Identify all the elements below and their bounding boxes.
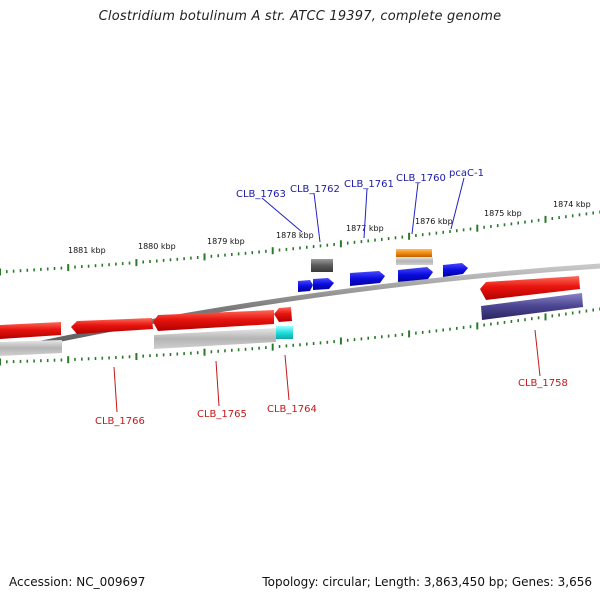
kbp-label: 1874 kbp: [553, 200, 591, 209]
gene-arrow[interactable]: [313, 278, 334, 290]
gene-arrow[interactable]: [480, 276, 580, 300]
kbp-label: 1879 kbp: [207, 237, 245, 246]
leader-line: [363, 188, 368, 239]
gene-arrow[interactable]: [71, 318, 153, 334]
gene-label[interactable]: CLB_1766: [95, 416, 145, 427]
gene-label[interactable]: CLB_1765: [197, 409, 247, 420]
gene-label[interactable]: CLB_1760: [396, 173, 446, 184]
kbp-label: 1875 kbp: [484, 209, 522, 218]
kbp-axis-labels: 1881 kbp 1880 kbp 1879 kbp 1878 kbp 1877…: [68, 200, 591, 255]
map-title: Clostridium botulinum A str. ATCC 19397,…: [98, 9, 502, 24]
leader-line: [411, 182, 419, 235]
gene-box[interactable]: [311, 259, 333, 272]
kbp-label: 1880 kbp: [138, 242, 176, 251]
accession-text: Accession: NC_009697: [9, 575, 146, 589]
kbp-label: 1878 kbp: [276, 231, 314, 240]
label-leaders: [261, 177, 465, 243]
gene-arrow[interactable]: [153, 310, 274, 331]
gene-box[interactable]: [481, 293, 583, 320]
kbp-label: 1881 kbp: [68, 246, 106, 255]
leader-line: [261, 197, 303, 233]
gene-label[interactable]: CLB_1762: [290, 184, 340, 195]
gene-box[interactable]: [276, 326, 293, 339]
gene-arrow[interactable]: [443, 263, 468, 277]
leader-line: [284, 354, 290, 401]
kbp-label: 1876 kbp: [415, 217, 453, 226]
genome-backbone: [0, 263, 600, 355]
gene-label[interactable]: CLB_1761: [344, 179, 394, 190]
gene-label[interactable]: pcaC-1: [449, 168, 484, 179]
leader-line: [534, 329, 541, 377]
label-leaders-bottom: [113, 329, 541, 413]
reverse-genes: [0, 307, 293, 356]
gene-box[interactable]: [154, 328, 276, 349]
gene-arrow[interactable]: [350, 271, 385, 286]
leader-line: [313, 192, 321, 243]
genome-summary-text: Topology: circular; Length: 3,863,450 bp…: [262, 575, 592, 589]
gene-arrow[interactable]: [298, 280, 313, 292]
forward-genes: [298, 249, 583, 320]
gene-label[interactable]: CLB_1764: [267, 404, 317, 415]
gene-box[interactable]: [396, 249, 432, 257]
leader-line: [215, 360, 220, 407]
lower-tick-track: [0, 307, 600, 366]
gene-arrow[interactable]: [398, 267, 433, 282]
upper-tick-track: [0, 210, 600, 276]
gene-arrow[interactable]: [0, 322, 61, 339]
gene-arrow[interactable]: [274, 307, 292, 322]
gene-box[interactable]: [396, 257, 433, 265]
gene-label[interactable]: CLB_1758: [518, 378, 568, 389]
gene-labels-bottom: CLB_1766 CLB_1765 CLB_1764 CLB_1758: [95, 378, 568, 427]
gene-box[interactable]: [0, 340, 62, 356]
leader-line: [450, 177, 465, 230]
gene-labels-top: CLB_1763 CLB_1762 CLB_1761 CLB_1760 pcaC…: [236, 168, 484, 200]
leader-line: [113, 366, 118, 413]
gene-label[interactable]: CLB_1763: [236, 189, 286, 200]
